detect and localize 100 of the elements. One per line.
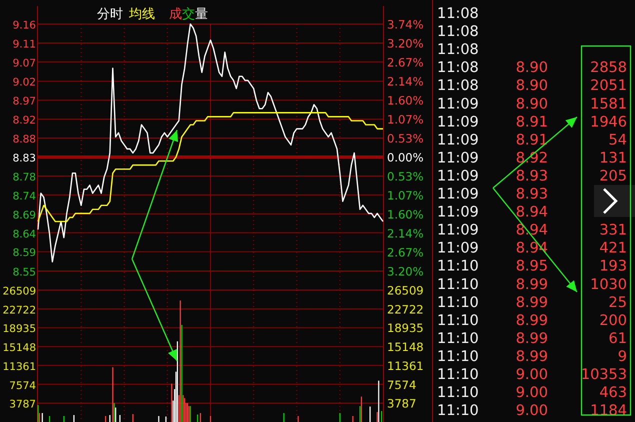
y2-tick-label: 2.14% bbox=[387, 226, 424, 241]
category-label: 11:10 bbox=[437, 312, 479, 329]
line-series bbox=[37, 112, 384, 222]
category-label: 11:10 bbox=[437, 330, 479, 347]
y-tick-label: 9.11 bbox=[12, 38, 36, 50]
y2-tick-label: 2.67% bbox=[387, 245, 424, 260]
category-label: 11:09 bbox=[437, 240, 479, 257]
data-label: 193 bbox=[599, 258, 627, 275]
data-label: 1581 bbox=[590, 96, 627, 112]
y-tick-label: 3787 bbox=[9, 398, 36, 411]
y-tick-label: 8.97 bbox=[12, 96, 36, 108]
category-label: 11:10 bbox=[437, 276, 479, 293]
data-label: 1030 bbox=[590, 276, 627, 293]
y-tick-label: 9.16 bbox=[12, 20, 36, 32]
data-label: 9 bbox=[618, 348, 627, 365]
category-label: 11:10 bbox=[437, 258, 479, 275]
y-tick-label: 18935 bbox=[2, 323, 36, 336]
category-label: 11:09 bbox=[437, 168, 479, 184]
data-label: 331 bbox=[599, 222, 627, 239]
category-label: 11:09 bbox=[437, 186, 479, 202]
category-label: 11:10 bbox=[437, 385, 479, 402]
data-label: 9.00 bbox=[516, 385, 548, 402]
y2-tick-label: 2.67% bbox=[387, 56, 424, 70]
line-series bbox=[37, 23, 384, 262]
y2-tick-label: 0.00% bbox=[387, 150, 424, 164]
y-tick-label: 8.69 bbox=[12, 209, 36, 222]
y2-tick-label: 3.20% bbox=[387, 36, 424, 51]
y2-tick-label: 3.20% bbox=[387, 264, 424, 278]
data-label: 200 bbox=[599, 312, 627, 329]
data-label: 421 bbox=[599, 240, 627, 257]
data-label: 8.99 bbox=[516, 330, 548, 347]
y2-tick-label: 0.53% bbox=[387, 132, 424, 146]
category-label: 11:09 bbox=[437, 222, 479, 239]
y-tick-label: 8.59 bbox=[12, 247, 36, 260]
y2-tick-label: 15148 bbox=[387, 340, 424, 354]
data-label: 8.93 bbox=[516, 186, 548, 202]
data-label: 2858 bbox=[590, 60, 627, 76]
category-label: 11:09 bbox=[437, 132, 479, 148]
data-label: 463 bbox=[599, 385, 627, 402]
category-label: 11:08 bbox=[437, 24, 479, 40]
category-label: 11:10 bbox=[437, 294, 479, 311]
data-label: 131 bbox=[599, 150, 627, 166]
data-label: 8.91 bbox=[516, 132, 548, 148]
data-label: 54 bbox=[608, 132, 627, 148]
y-tick-label: 22722 bbox=[2, 304, 36, 316]
data-label: 8.90 bbox=[516, 96, 548, 112]
y2-tick-label: 7574 bbox=[387, 378, 416, 392]
category-label: 11:08 bbox=[437, 6, 479, 22]
y-tick-label: 8.64 bbox=[12, 228, 36, 240]
data-label: 8.90 bbox=[516, 78, 548, 94]
y-tick-label: 11361 bbox=[2, 360, 36, 373]
category-label: 11:09 bbox=[437, 114, 479, 130]
data-label: 61 bbox=[608, 330, 627, 347]
y2-tick-label: 1.07% bbox=[387, 112, 424, 126]
data-label: 8.99 bbox=[516, 276, 548, 293]
category-label: 11:10 bbox=[437, 348, 479, 365]
category-label: 11:09 bbox=[437, 96, 479, 112]
category-label: 11:10 bbox=[437, 367, 479, 383]
category-label: 11:09 bbox=[437, 204, 479, 221]
y2-tick-label: 1.60% bbox=[387, 207, 424, 222]
y-tick-label: 26509 bbox=[2, 286, 36, 298]
y2-tick-label: 3.74% bbox=[387, 18, 424, 32]
data-label: 8.99 bbox=[516, 348, 548, 365]
category-label: 11:10 bbox=[437, 403, 479, 420]
y-tick-label: 8.55 bbox=[12, 266, 36, 279]
category-label: 11:09 bbox=[437, 150, 479, 166]
y2-tick-label: 0.53% bbox=[387, 169, 424, 184]
y-tick-label: 8.78 bbox=[12, 171, 36, 184]
data-label: 8.99 bbox=[516, 312, 548, 329]
y-tick-label: 8.74 bbox=[12, 190, 36, 202]
data-label: 8.90 bbox=[516, 60, 548, 76]
y2-tick-label: 22722 bbox=[387, 302, 424, 316]
y2-tick-label: 2.14% bbox=[387, 74, 424, 88]
y2-tick-label: 26509 bbox=[387, 284, 424, 298]
y2-tick-label: 11361 bbox=[387, 358, 424, 373]
category-label: 11:08 bbox=[437, 42, 479, 58]
text: 均线 bbox=[128, 7, 155, 22]
y-tick-label: 15148 bbox=[2, 342, 36, 354]
y-tick-label: 9.07 bbox=[12, 57, 36, 70]
y-tick-label: 8.83 bbox=[12, 152, 36, 164]
data-label: 9.00 bbox=[516, 403, 548, 420]
category-label: 11:08 bbox=[437, 78, 479, 94]
data-label: 8.91 bbox=[516, 114, 548, 130]
y-tick-label: 8.88 bbox=[12, 134, 36, 146]
data-label: 2051 bbox=[590, 78, 627, 94]
data-label: 8.95 bbox=[516, 258, 548, 275]
y-tick-label: 9.02 bbox=[12, 76, 36, 89]
y2-tick-label: 3787 bbox=[387, 396, 416, 411]
data-label: 9.00 bbox=[516, 367, 548, 383]
data-label: 8.94 bbox=[516, 204, 548, 221]
text: 成交量 bbox=[169, 6, 208, 22]
data-label: 205 bbox=[599, 168, 627, 184]
y-tick-label: 8.92 bbox=[12, 114, 36, 127]
y-tick-label: 7574 bbox=[9, 380, 36, 392]
category-label: 11:08 bbox=[437, 60, 479, 76]
data-label: 1946 bbox=[590, 114, 627, 130]
y2-tick-label: 1.60% bbox=[387, 94, 424, 108]
data-label: 8.93 bbox=[516, 168, 548, 184]
data-label: 25 bbox=[608, 294, 627, 311]
y2-tick-label: 1.07% bbox=[387, 188, 424, 203]
